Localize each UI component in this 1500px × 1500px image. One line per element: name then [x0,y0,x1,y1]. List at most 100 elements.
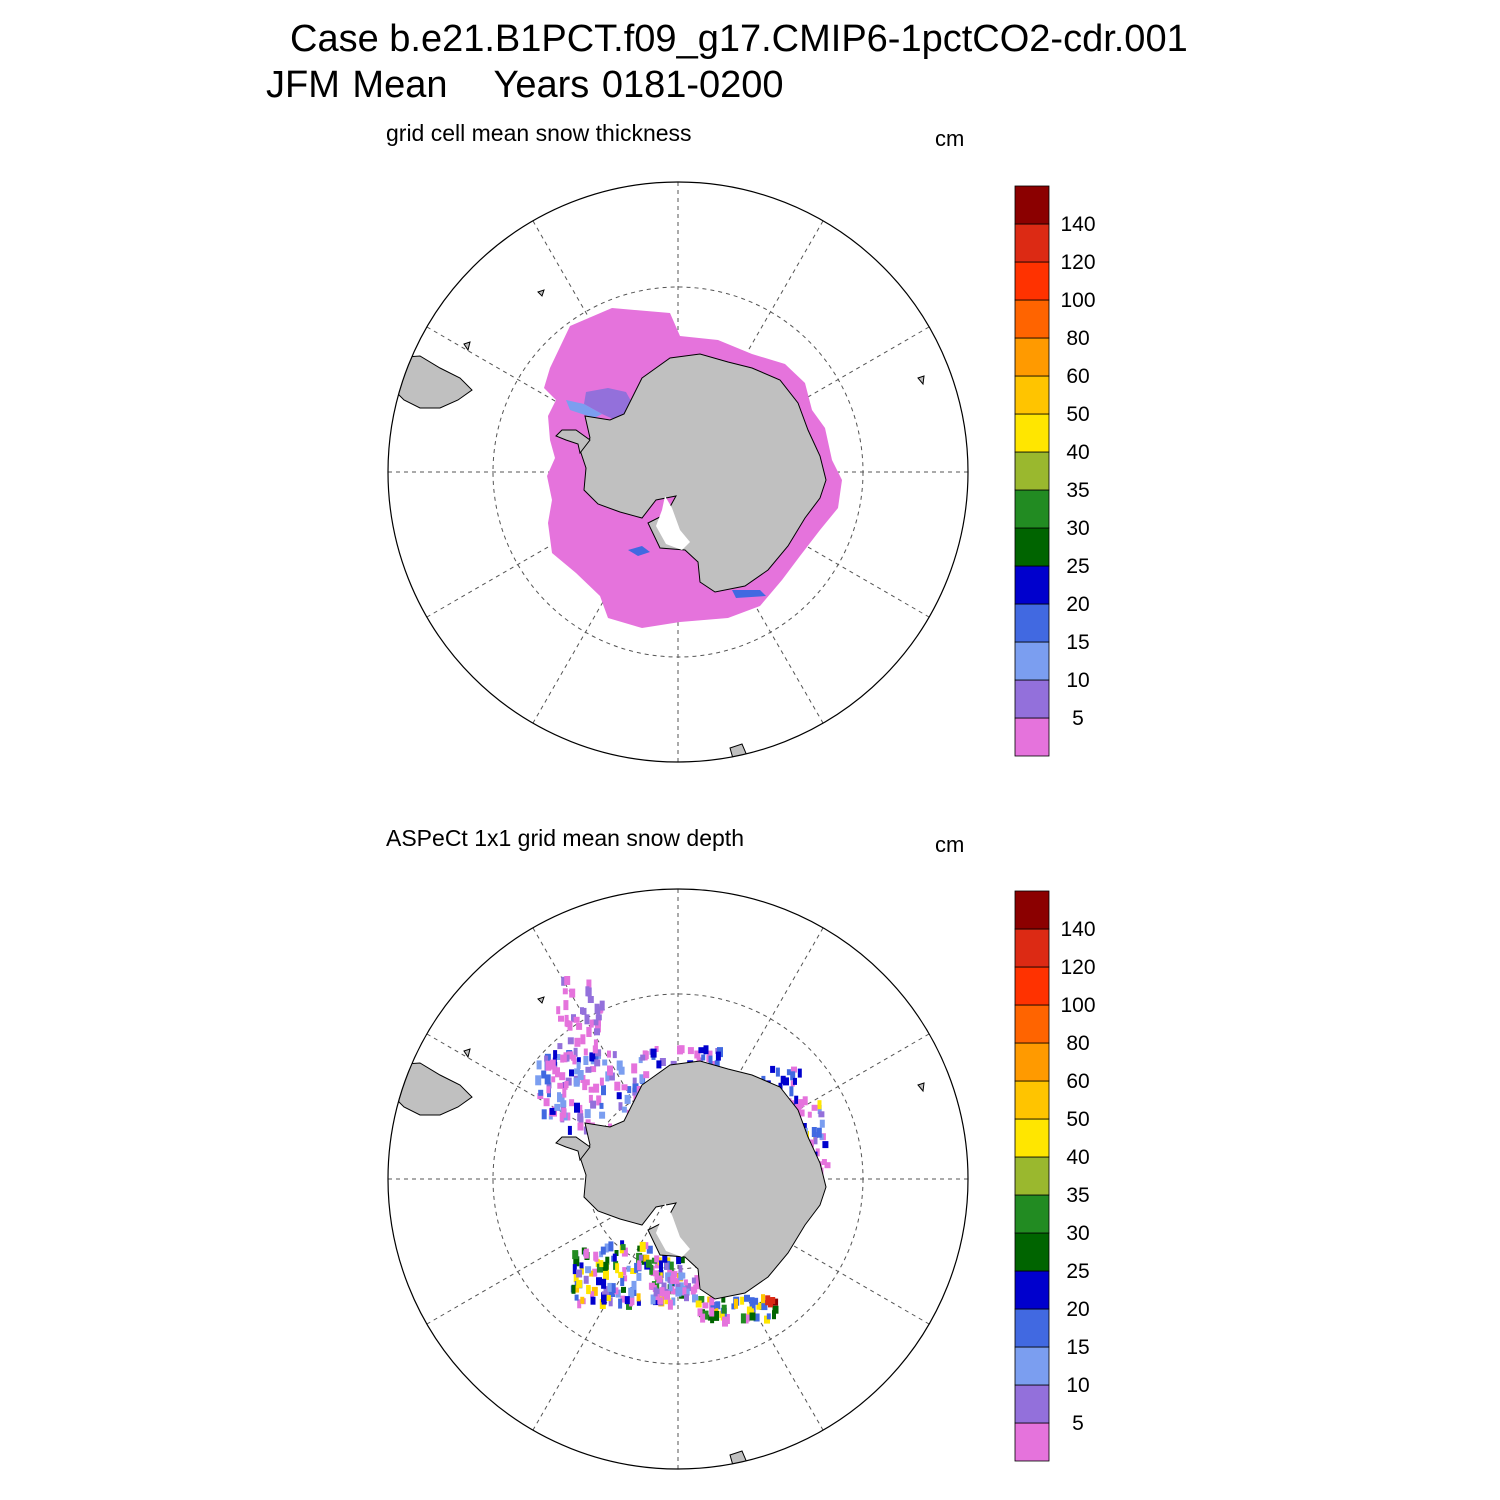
map-2-obs-cell [631,1063,638,1074]
colorbar-2-tick-label: 25 [1066,1260,1089,1283]
map-2-obs-cell [618,1271,624,1278]
map-2-obs-cell [541,1070,547,1079]
map-2-obs-cell [802,1096,808,1106]
map-2-obs-cell [567,1037,574,1045]
map-2-obs-cell [589,1019,594,1028]
map-2-obs-cell [596,1263,603,1273]
map-2-obs-cell [620,1244,626,1251]
map-1-boundary-circle [387,181,969,763]
map-2-obs-cell [671,1297,676,1306]
map-2-obs-cell [815,1148,820,1157]
map-2-obs-cell [645,1259,652,1268]
map-2-obs-cell [643,1242,649,1250]
colorbar-1-swatch-2 [1014,679,1050,719]
map-1-title: grid cell mean snow thickness [386,120,692,146]
map-2-obs-cell [536,1060,542,1070]
map-2-obs-cell [650,1048,657,1058]
map-2-obs-cell [560,1054,565,1063]
map-2-obs-cell [557,1082,564,1089]
map-2-obs-cell [669,1261,674,1272]
map-2-obs-cell [701,1054,706,1061]
map-2-obs-cell [746,1314,751,1322]
map-2-obs-cell [574,1037,581,1047]
colorbar-2-tick-label: 60 [1066,1070,1089,1093]
map-2-obs-cell [653,1299,659,1306]
map-2-obs-cell [576,1061,581,1069]
map-2-obs-cell [695,1300,702,1308]
map-2-obs-cell [662,1253,668,1263]
map-2-obs-cell [692,1294,698,1303]
map-2-obs-cell [648,1282,655,1290]
map-2-obs-cell [643,1071,650,1079]
case-title: Case b.e21.B1PCT.f09_g17.CMIP6-1pctCO2-c… [290,18,1188,60]
colorbar-1-tick-label: 120 [1060,251,1095,274]
map-2-obs-cell [721,1293,726,1303]
colorbar-2-swatch-7 [1014,1194,1050,1234]
colorbar-2-tick-label: 35 [1066,1184,1089,1207]
map-2-obs-cell [683,1279,688,1286]
map-2-obs-cell [615,1263,620,1274]
map-2-obs-cell [772,1305,779,1314]
map-2-obs-cell [607,1050,611,1058]
map-2-obs-cell [614,1250,619,1256]
map-2-obs-cell [678,1265,683,1275]
map-2-obs-cell [596,1277,602,1286]
map-2-obs-cell [734,1298,738,1309]
map-2-ross-ice-shelf [656,1203,690,1257]
map-2-obs-cell [574,1294,579,1301]
map-2-obs-cell [694,1275,699,1286]
map-2-obs-cell [620,1240,625,1248]
map-2-obs-cell [595,1014,602,1021]
map-2-obs-cell [713,1310,720,1321]
season-title: JFM Mean Years 0181-0200 [266,64,784,107]
map-2-obs-cell [607,1065,613,1076]
colorbar-2-swatch-5 [1014,1270,1050,1310]
colorbar-2-swatch-3 [1014,1346,1050,1386]
map-2-obs-cell [807,1111,812,1118]
map-2-obs-cell [639,1074,645,1084]
map-2-obs-cell [541,1109,547,1120]
map-2-island-kerguelen [917,1082,925,1093]
map-2-obs-cell [721,1304,727,1314]
map-2-obs-cell [670,1060,677,1067]
map-2-obs-cell [696,1056,701,1063]
map-1-snow-class-20-patch-b [732,590,766,598]
colorbar-1-swatch-15 [1014,185,1050,225]
colorbar-1-tick-label: 60 [1066,365,1089,388]
map-2-obs-cell [605,1256,610,1265]
map-2-obs-cell [585,1266,592,1274]
map-2-obs-cell [623,1275,628,1282]
map-2-obs-cell [621,1084,628,1091]
colorbar-2-swatch-14 [1014,928,1050,968]
colorbar-2-swatch-2 [1014,1384,1050,1424]
map-2-obs-cell [682,1287,687,1296]
colorbar-1-swatch-4 [1014,603,1050,643]
map-2-obs-cell [586,987,592,997]
map-2-obs-cell [599,1111,606,1119]
colorbar-2: 5 10 15 20 25 30 35 40 50 60 80 100 120 140 [1014,890,1096,1462]
map-2-obs-cell [654,1273,659,1280]
map-2-obs-cell [628,1287,635,1298]
map-2-obs-cell [698,1296,705,1303]
map-2-obs-cell [551,1076,556,1083]
colorbar-2-tick-label: 20 [1066,1298,1089,1321]
map-2-obs-cell [581,1007,587,1015]
map-2-obs-cell [709,1307,715,1317]
map-2-obs-cell [765,1295,771,1306]
map-2-obs-cell [821,1159,827,1165]
map-2-obs-cell [585,1066,592,1073]
colorbar-2-tick-label: 15 [1066,1336,1089,1359]
map-2-obs-cell [679,1253,685,1264]
map-2-obs-cell [789,1086,794,1097]
map-2-obs-cell [799,1109,805,1117]
map-2-obs-cell [607,1282,613,1292]
colorbar-1-swatch-7 [1014,489,1050,529]
map-2-obs-cell [575,1285,580,1293]
map-2-obs-cell [656,1060,662,1069]
map-2-obs-cell [790,1080,795,1087]
map-2-obs-cell [794,1095,799,1105]
map-2-obs-cell [639,1241,646,1252]
colorbar-2-swatch-12 [1014,1004,1050,1044]
map-2-obs-cell [546,1086,551,1094]
map-2-obs-cell [740,1313,746,1324]
